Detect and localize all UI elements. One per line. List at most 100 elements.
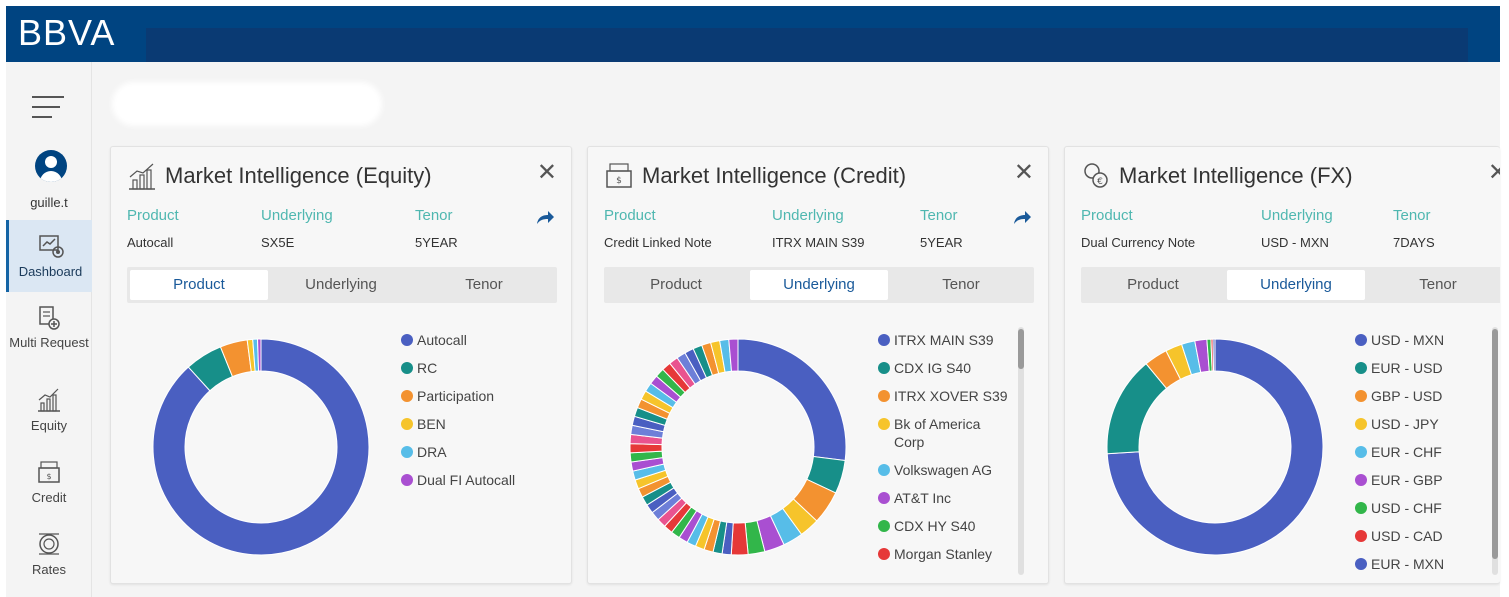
legend-dot	[1355, 474, 1367, 486]
donut-slice[interactable]	[257, 338, 262, 372]
label-underlying: Underlying	[1261, 207, 1333, 224]
sidebar-item-rates[interactable]: Rates	[6, 530, 92, 590]
tab-product[interactable]: Product	[650, 276, 702, 293]
value-tenor: 5YEAR	[920, 235, 963, 250]
tab-tenor[interactable]: Tenor	[465, 276, 503, 293]
sidebar: guille.t Dashboard Multi Request	[6, 62, 92, 597]
legend-item[interactable]: USD - MXN	[1355, 331, 1475, 349]
value-product: Dual Currency Note	[1081, 235, 1196, 250]
credit-document-icon: $	[606, 163, 632, 188]
legend-label: USD - CAD	[1371, 528, 1443, 544]
svg-text:$: $	[46, 472, 51, 481]
tab-underlying[interactable]: Underlying	[1227, 270, 1365, 300]
label-product: Product	[1081, 207, 1133, 224]
donut-slice[interactable]	[737, 338, 847, 462]
card-title: Market Intelligence (Credit)	[642, 163, 907, 188]
value-underlying: SX5E	[261, 235, 295, 250]
legend-dot	[878, 334, 890, 346]
tab-underlying[interactable]: Underlying	[750, 270, 888, 300]
legend-label: EUR - MXN	[1371, 556, 1445, 572]
legend-item[interactable]: CDX IG S40	[878, 359, 1010, 377]
legend-item[interactable]: Autocall	[401, 331, 549, 349]
legend-fx: USD - MXN EUR - USD GBP - USD USD - JPY EUR …	[1355, 331, 1475, 577]
legend-label: RC	[417, 360, 438, 376]
legend-item[interactable]: USD - CAD	[1355, 527, 1475, 545]
card-fx: € Market Intelligence (FX) ✕ Product Und…	[1064, 146, 1500, 584]
label-underlying: Underlying	[772, 207, 844, 224]
legend-item[interactable]: EUR - CHF	[1355, 443, 1475, 461]
sidebar-item-label: Dashboard	[18, 264, 83, 279]
donut-chart-fx	[1106, 338, 1324, 556]
legend-label: DRA	[417, 444, 447, 460]
value-underlying: ITRX MAIN S39	[772, 235, 865, 250]
donut-slice[interactable]	[152, 338, 370, 556]
sidebar-item-label: Multi Request	[9, 335, 89, 350]
legend-item[interactable]: AT&T Inc	[878, 489, 1010, 507]
legend-dot	[1355, 334, 1367, 346]
legend-label: BEN	[417, 416, 446, 432]
top-bar: BBVA	[6, 6, 1500, 66]
donut-slice[interactable]	[1106, 338, 1324, 556]
legend-label: Volkswagen AG	[894, 462, 993, 478]
legend-dot	[878, 418, 890, 430]
legend-dot	[878, 362, 890, 374]
user-avatar-icon[interactable]	[35, 150, 67, 182]
legend-item[interactable]: EUR - USD	[1355, 359, 1475, 377]
legend-item[interactable]: RC	[401, 359, 549, 377]
legend-item[interactable]: BEN	[401, 415, 549, 433]
bbva-logo[interactable]: BBVA	[18, 12, 116, 53]
sidebar-item-multi-request[interactable]: Multi Request	[6, 304, 92, 374]
legend-item[interactable]: EUR - GBP	[1355, 471, 1475, 489]
header-bar	[146, 28, 1468, 66]
legend-label: Dual FI Autocall	[417, 472, 516, 488]
svg-text:€: €	[1097, 177, 1103, 187]
legend-item[interactable]: Morgan Stanley	[878, 545, 1010, 563]
legend-item[interactable]: CDX HY S40	[878, 517, 1010, 535]
sidebar-item-credit[interactable]: $ Credit	[6, 458, 92, 518]
hamburger-menu-icon[interactable]	[32, 96, 64, 120]
tab-underlying[interactable]: Underlying	[305, 276, 377, 293]
legend-scrollbar[interactable]	[1492, 327, 1498, 575]
legend-item[interactable]: EUR - MXN	[1355, 555, 1475, 573]
donut-slice[interactable]	[1212, 338, 1216, 372]
close-icon[interactable]: ✕	[1488, 161, 1500, 185]
value-product: Credit Linked Note	[604, 235, 712, 250]
legend-dot	[1355, 446, 1367, 458]
donut-slice[interactable]	[629, 443, 663, 454]
legend-item[interactable]: USD - CHF	[1355, 499, 1475, 517]
donut-slice[interactable]	[730, 522, 749, 556]
sidebar-item-equity[interactable]: Equity	[6, 386, 92, 446]
legend-item[interactable]: Dual FI Autocall	[401, 471, 549, 489]
legend-item[interactable]: Bk of America Corp	[878, 415, 1010, 451]
share-arrow-icon[interactable]	[1012, 209, 1032, 225]
label-underlying: Underlying	[261, 207, 333, 224]
tab-tenor[interactable]: Tenor	[1419, 276, 1457, 293]
legend-scrollbar[interactable]	[1018, 327, 1024, 575]
legend-item[interactable]: ITRX XOVER S39	[878, 387, 1010, 405]
legend-item[interactable]: DRA	[401, 443, 549, 461]
sidebar-item-dashboard[interactable]: Dashboard	[6, 220, 92, 292]
legend-item[interactable]: ITRX MAIN S39	[878, 331, 1010, 349]
tab-tenor[interactable]: Tenor	[942, 276, 980, 293]
legend-item[interactable]: Volkswagen AG	[878, 461, 1010, 479]
legend-dot	[401, 390, 413, 402]
legend-label: GBP - USD	[1371, 388, 1443, 404]
legend-dot	[1355, 530, 1367, 542]
legend-dot	[878, 520, 890, 532]
legend-dot	[1355, 362, 1367, 374]
legend-label: EUR - USD	[1371, 360, 1443, 376]
legend-label: Morgan Stanley	[894, 546, 993, 562]
tab-product[interactable]: Product	[1127, 276, 1179, 293]
legend-item[interactable]: Participation	[401, 387, 549, 405]
legend-item[interactable]: GBP - USD	[1355, 387, 1475, 405]
label-tenor: Tenor	[415, 207, 453, 224]
tab-product[interactable]: Product	[130, 270, 268, 300]
donut-slice[interactable]	[728, 338, 739, 372]
legend-label: USD - MXN	[1371, 332, 1445, 348]
sidebar-item-label: Rates	[32, 562, 66, 577]
donut-chart-equity	[152, 338, 370, 556]
close-icon[interactable]: ✕	[536, 159, 557, 186]
legend-item[interactable]: USD - JPY	[1355, 415, 1475, 433]
share-arrow-icon[interactable]	[535, 209, 555, 225]
close-icon[interactable]: ✕	[1013, 159, 1034, 186]
